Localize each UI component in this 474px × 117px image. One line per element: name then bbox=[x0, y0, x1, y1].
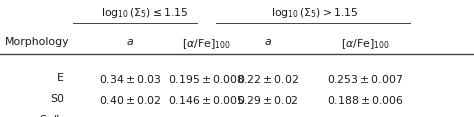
Text: $0.146 \pm 0.005$: $0.146 \pm 0.005$ bbox=[168, 94, 245, 106]
Text: $0.29 \pm 0.02$: $0.29 \pm 0.02$ bbox=[237, 94, 299, 106]
Text: $[\alpha/\mathrm{Fe}]_{100}$: $[\alpha/\mathrm{Fe}]_{100}$ bbox=[182, 37, 230, 51]
Text: $a$: $a$ bbox=[127, 37, 134, 47]
Text: $[\alpha/\mathrm{Fe}]_{100}$: $[\alpha/\mathrm{Fe}]_{100}$ bbox=[341, 37, 389, 51]
Text: $0.144 \pm 0.004$: $0.144 \pm 0.004$ bbox=[168, 115, 245, 117]
Text: $\log_{10}(\Sigma_5) \leq 1.15$: $\log_{10}(\Sigma_5) \leq 1.15$ bbox=[101, 6, 188, 20]
Text: $0.253 \pm 0.007$: $0.253 \pm 0.007$ bbox=[327, 73, 403, 85]
Text: Sa/b: Sa/b bbox=[40, 115, 64, 117]
Text: Morphology: Morphology bbox=[5, 37, 69, 47]
Text: $0.188 \pm 0.006$: $0.188 \pm 0.006$ bbox=[327, 94, 403, 106]
Text: $\log_{10}(\Sigma_5) > 1.15$: $\log_{10}(\Sigma_5) > 1.15$ bbox=[272, 6, 359, 20]
Text: $0.34 \pm 0.03$: $0.34 \pm 0.03$ bbox=[99, 73, 162, 85]
Text: $0.40 \pm 0.02$: $0.40 \pm 0.02$ bbox=[99, 94, 162, 106]
Text: $0.35 \pm 0.04$: $0.35 \pm 0.04$ bbox=[236, 115, 300, 117]
Text: $0.22 \pm 0.02$: $0.22 \pm 0.02$ bbox=[237, 73, 299, 85]
Text: E: E bbox=[57, 73, 64, 82]
Text: $a$: $a$ bbox=[264, 37, 272, 47]
Text: $0.39 \pm 0.02$: $0.39 \pm 0.02$ bbox=[99, 115, 162, 117]
Text: $0.195 \pm 0.008$: $0.195 \pm 0.008$ bbox=[168, 73, 245, 85]
Text: S0: S0 bbox=[50, 94, 64, 104]
Text: $0.160 \pm 0.008$: $0.160 \pm 0.008$ bbox=[327, 115, 403, 117]
